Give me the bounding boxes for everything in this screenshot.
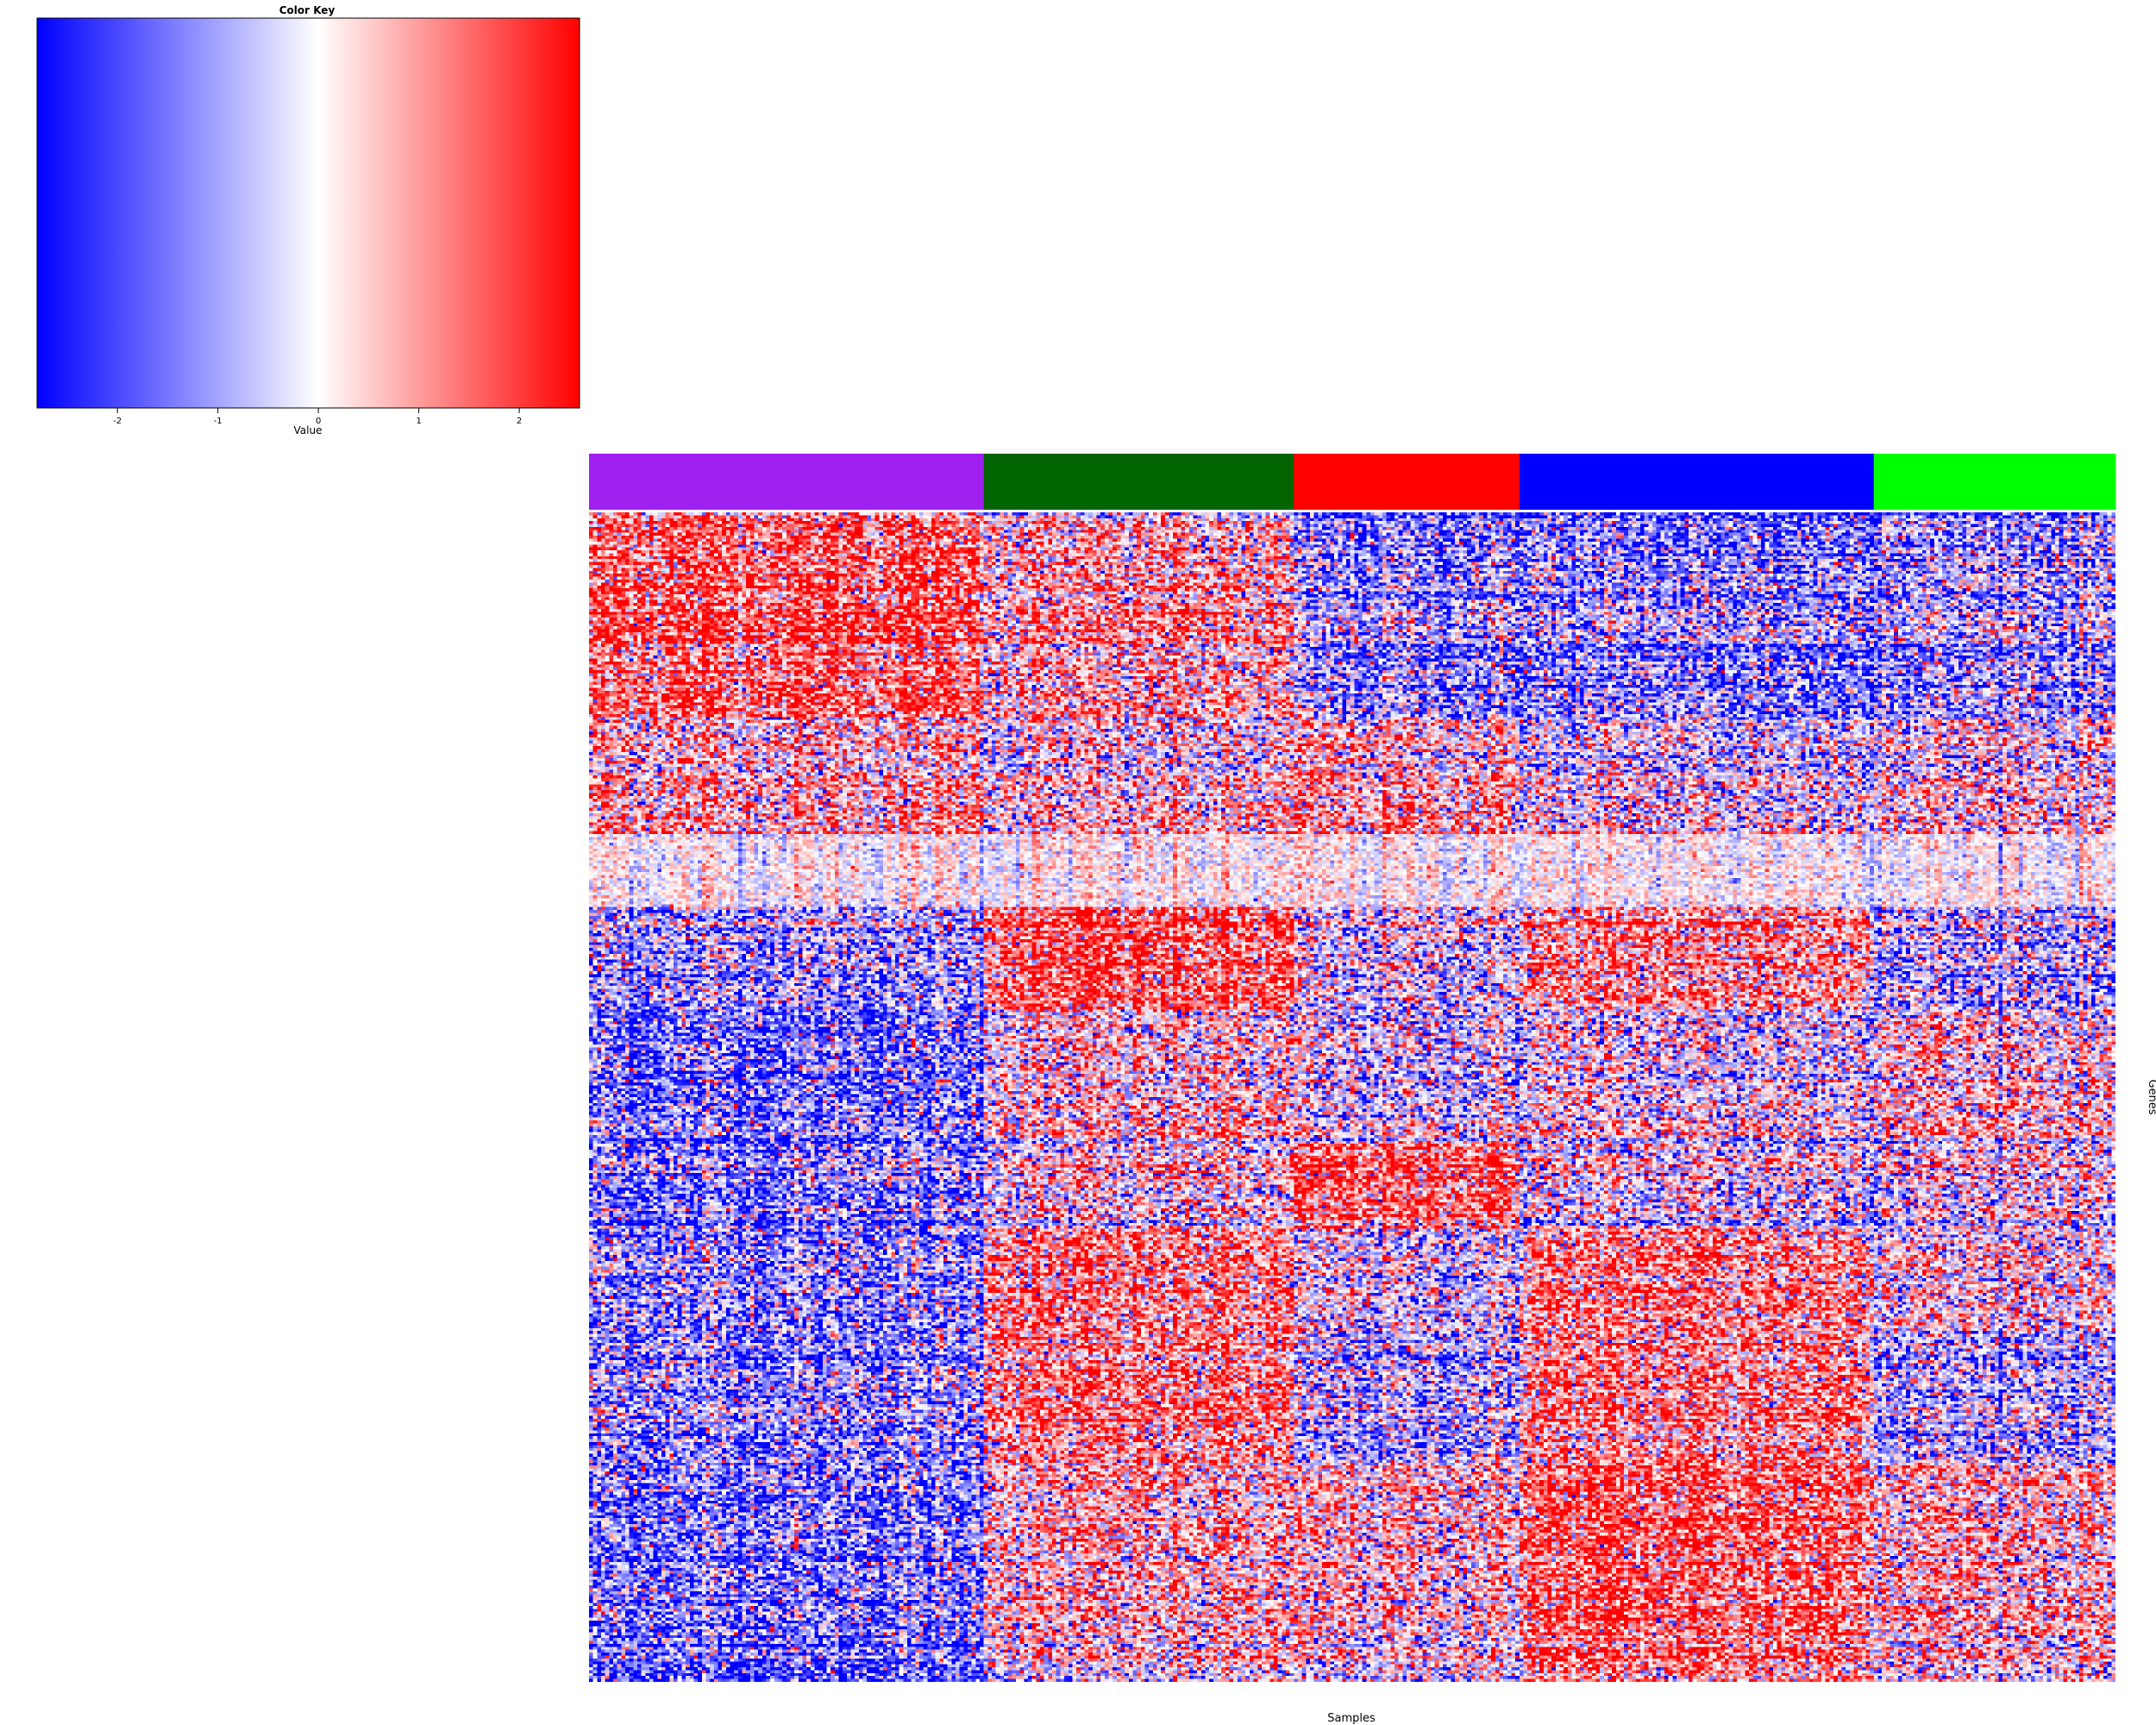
sample-group-group-4 <box>1519 454 1875 510</box>
color-key-tick-label: 0 <box>316 417 321 426</box>
color-key: Color Key -2 -1 0 1 2 Value <box>36 4 580 436</box>
color-key-title: Color Key <box>279 4 335 16</box>
color-key-tick-label: 1 <box>416 417 421 426</box>
sample-group-group-3 <box>1294 454 1520 510</box>
y-axis-label: Genes <box>2146 1079 2156 1114</box>
sample-group-group-5 <box>1873 454 2116 510</box>
color-key-ticks: -2 -1 0 1 2 <box>113 408 522 426</box>
x-axis-label: Samples <box>1327 1712 1376 1725</box>
color-key-tick-label: -2 <box>113 417 122 426</box>
sample-group-bar <box>589 454 2116 510</box>
heatmap-body <box>589 512 2115 1682</box>
color-key-tick-label: 2 <box>517 417 522 426</box>
heatmap-cells <box>589 512 2115 1682</box>
sample-group-group-1 <box>589 454 985 510</box>
sample-group-group-2 <box>983 454 1294 510</box>
color-key-gradient <box>36 17 580 409</box>
color-key-tick-label: -1 <box>214 417 222 426</box>
color-key-xlabel: Value <box>294 424 323 436</box>
